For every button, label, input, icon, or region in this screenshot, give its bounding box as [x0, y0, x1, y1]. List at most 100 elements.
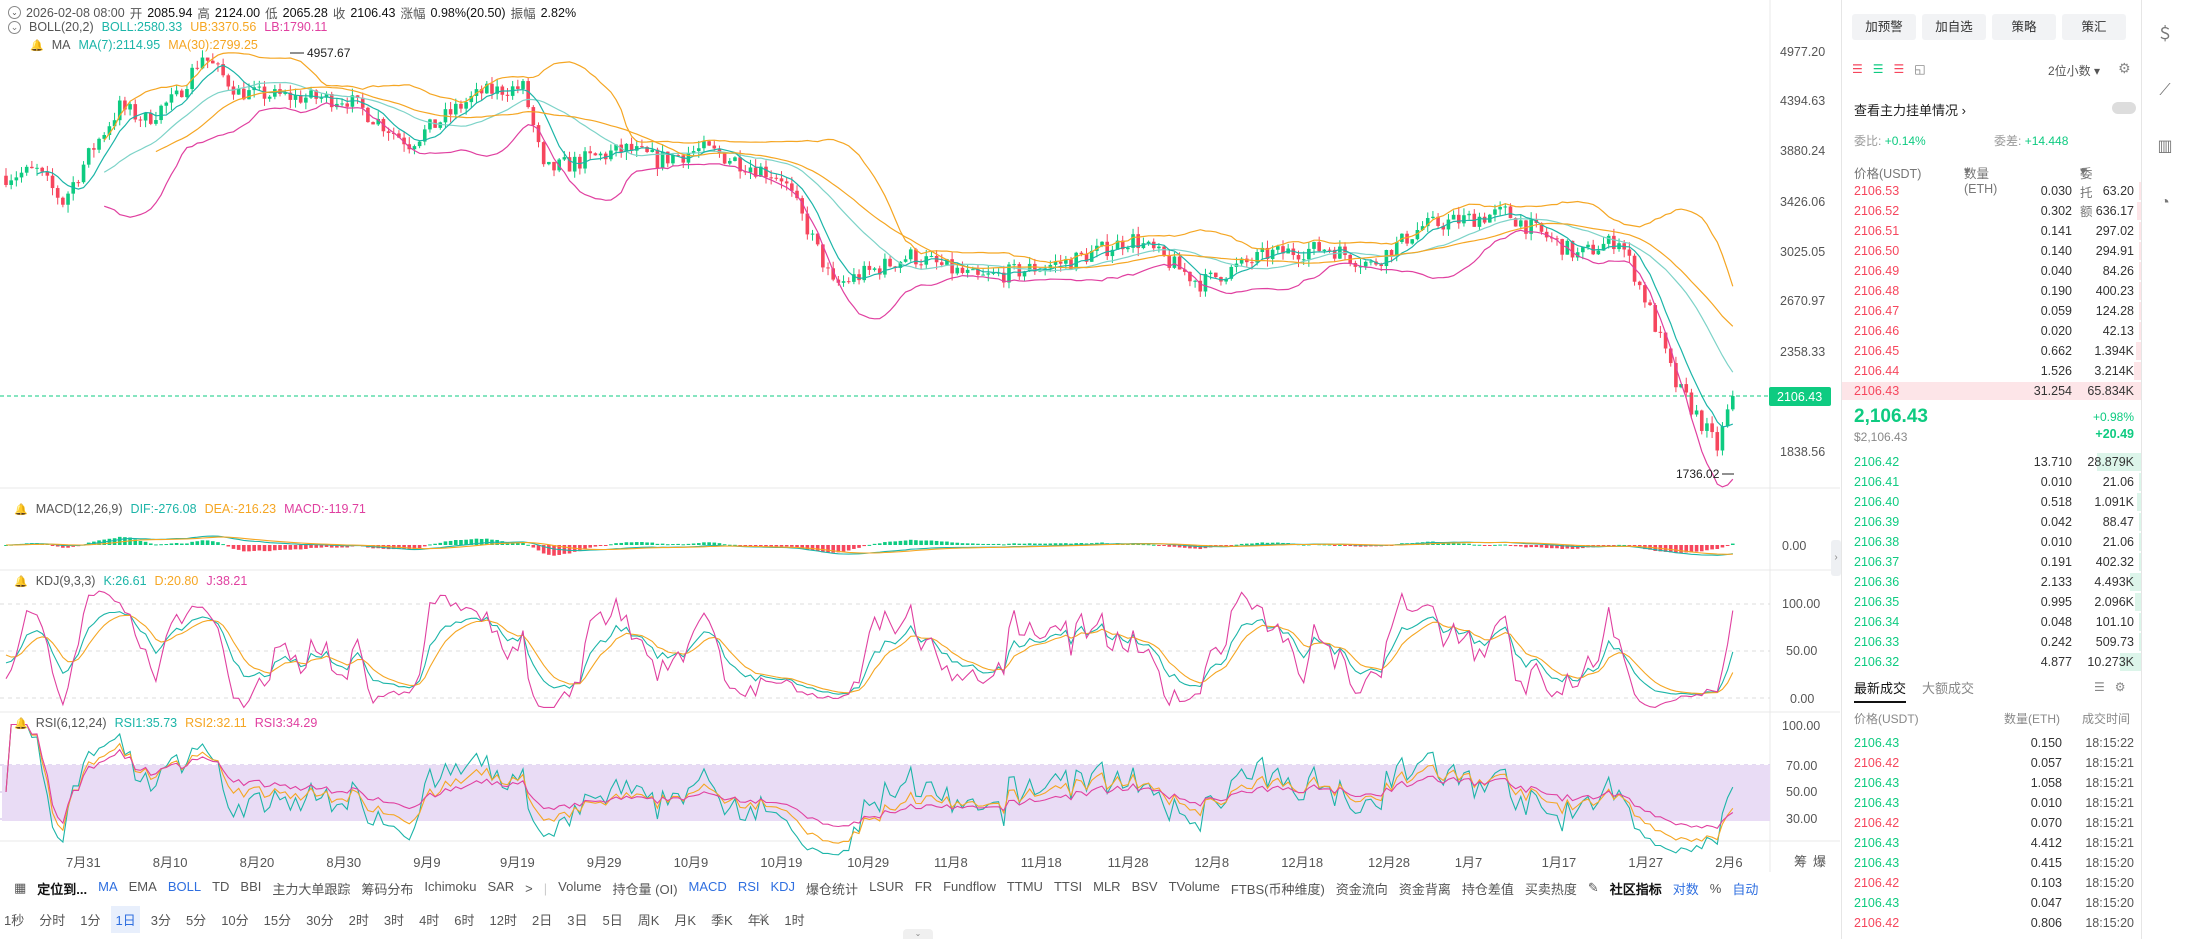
main-indicator-1[interactable]: EMA	[128, 878, 157, 894]
sub-indicator-10[interactable]: TTSI	[1053, 878, 1083, 894]
timeframe-3[interactable]: 1日	[111, 905, 140, 933]
bid-row[interactable]: 2106.41 0.010 21.06	[1842, 472, 2142, 492]
gear-icon[interactable]: ⚙	[2114, 680, 2126, 694]
bell-icon[interactable]: 🔔	[14, 575, 28, 588]
view-asks-icon[interactable]: ☰	[1893, 62, 1905, 76]
timeframe-8[interactable]: 30分	[306, 912, 334, 928]
auto-scale-toggle[interactable]: 自动	[1732, 881, 1759, 897]
sub-indicator-1[interactable]: 持仓量 (OI)	[612, 881, 678, 897]
timeframe-6[interactable]: 10分	[221, 912, 249, 928]
bell-icon[interactable]: 🔔	[30, 39, 44, 52]
sub-indicator-0[interactable]: Volume	[558, 878, 602, 894]
line-chart-icon[interactable]: ⟋	[2159, 82, 2171, 99]
collapse-toggle-icon[interactable]: ⌄	[8, 20, 21, 34]
main-indicator-7[interactable]: Ichimoku	[424, 878, 477, 894]
more-arrow-icon[interactable]: >	[525, 880, 533, 896]
timeframe-14[interactable]: 2日	[532, 912, 553, 928]
ask-row[interactable]: 2106.50 0.140 294.91	[1842, 241, 2142, 261]
sub-indicator-4[interactable]: KDJ	[770, 878, 796, 894]
edit-icon[interactable]: ✎	[1587, 880, 1599, 895]
rsi-name[interactable]: RSI(6,12,24)	[35, 716, 107, 730]
col-total[interactable]: 委托额 ▾	[2080, 164, 2093, 219]
strategy-hub-button[interactable]: 策汇	[2062, 14, 2126, 40]
speed-icon[interactable]: ◔	[2160, 194, 2170, 211]
sub-indicator-6[interactable]: LSUR	[869, 878, 904, 894]
chart-canvas[interactable]: 4977.20 4394.63 3880.24 3426.06 3025.05 …	[0, 0, 1840, 872]
timeframe-18[interactable]: 月K	[674, 912, 697, 928]
bid-row[interactable]: 2106.36 2.133 4.493K	[1842, 572, 2142, 592]
sub-indicator-2[interactable]: MACD	[688, 878, 727, 894]
boll-name[interactable]: BOLL(20,2)	[29, 20, 94, 34]
main-orders-link[interactable]: 查看主力挂单情况 ›	[1854, 103, 1966, 118]
sub-indicator-8[interactable]: Fundflow	[943, 878, 996, 894]
timeframe-7[interactable]: 15分	[263, 912, 292, 928]
main-indicator-0[interactable]: MA	[98, 878, 118, 894]
sub-indicator-17[interactable]: 持仓差值	[1461, 881, 1514, 897]
ask-row[interactable]: 2106.44 1.526 3.214K	[1842, 361, 2142, 381]
ma-name[interactable]: MA	[51, 38, 71, 52]
locate-icon[interactable]: ▦	[14, 880, 27, 895]
sub-indicator-9[interactable]: TTMU	[1006, 878, 1043, 894]
main-orders-toggle[interactable]	[2112, 102, 2136, 114]
timeframe-16[interactable]: 5日	[602, 912, 623, 928]
filter-icon[interactable]: ☰	[2094, 680, 2105, 694]
bell-icon[interactable]: 🔔	[14, 717, 28, 730]
view-both-icon[interactable]: ☰	[1852, 62, 1863, 76]
timeframe-1[interactable]: 分时	[39, 912, 66, 928]
timeframe-11[interactable]: 4时	[419, 912, 440, 928]
main-indicator-4[interactable]: BBI	[240, 878, 262, 894]
sub-indicator-13[interactable]: TVolume	[1168, 878, 1220, 894]
locate-button[interactable]: 定位到...	[37, 881, 88, 897]
close-icon[interactable]: ✕	[758, 910, 769, 925]
precision-select[interactable]: 2位小数 ▾	[2048, 64, 2101, 78]
sub-indicator-5[interactable]: 爆仓统计	[806, 881, 859, 897]
macd-name[interactable]: MACD(12,26,9)	[35, 502, 123, 516]
timeframe-19[interactable]: 季K	[711, 912, 733, 928]
bid-row[interactable]: 2106.37 0.191 402.32	[1842, 552, 2142, 572]
timeframe-10[interactable]: 3时	[383, 912, 405, 928]
timeframe-12[interactable]: 6时	[454, 912, 475, 928]
sub-indicator-18[interactable]: 买卖热度	[1524, 881, 1577, 897]
timeframe-2[interactable]: 1分	[80, 912, 101, 928]
timeframe-5[interactable]: 5分	[185, 912, 207, 928]
ask-row[interactable]: 2106.46 0.020 42.13	[1842, 321, 2142, 341]
sub-indicator-14[interactable]: FTBS(币种维度)	[1230, 881, 1325, 897]
ask-row[interactable]: 2106.45 0.662 1.394K	[1842, 341, 2142, 361]
sub-indicator-11[interactable]: MLR	[1093, 878, 1121, 894]
bid-row[interactable]: 2106.38 0.010 21.06	[1842, 532, 2142, 552]
main-indicator-8[interactable]: SAR	[487, 878, 515, 894]
ask-row[interactable]: 2106.49 0.040 84.26	[1842, 261, 2142, 281]
ask-row[interactable]: 2106.53 0.030 63.20	[1842, 181, 2142, 201]
main-indicator-5[interactable]: 主力大单跟踪	[272, 881, 351, 897]
bid-row[interactable]: 2106.40 0.518 1.091K	[1842, 492, 2142, 512]
bar-chart-icon[interactable]: ▥	[2157, 138, 2173, 155]
ask-row[interactable]: 2106.43 31.254 65.834K	[1842, 381, 2142, 401]
bid-row[interactable]: 2106.42 13.710 28.879K	[1842, 452, 2142, 472]
main-indicator-6[interactable]: 筹码分布	[361, 881, 414, 897]
sub-indicator-7[interactable]: FR	[914, 878, 933, 894]
percent-scale-toggle[interactable]: %	[1709, 880, 1722, 896]
bid-row[interactable]: 2106.35 0.995 2.096K	[1842, 592, 2142, 612]
panel-resize-handle[interactable]: ›	[1831, 540, 1841, 576]
ask-row[interactable]: 2106.48 0.190 400.23	[1842, 281, 2142, 301]
collapse-toggle-icon[interactable]: ⌄	[8, 6, 21, 19]
strategy-button[interactable]: 策略	[1992, 14, 2056, 40]
bell-icon[interactable]: 🔔	[14, 503, 28, 516]
sub-indicator-3[interactable]: RSI	[737, 878, 760, 894]
kdj-name[interactable]: KDJ(9,3,3)	[35, 574, 96, 588]
ask-row[interactable]: 2106.47 0.059 124.28	[1842, 301, 2142, 321]
timeframe-17[interactable]: 周K	[637, 912, 660, 928]
add-watchlist-button[interactable]: 加自选	[1922, 14, 1986, 40]
timeframe-20[interactable]: 年K	[747, 912, 770, 928]
main-indicator-2[interactable]: BOLL	[167, 878, 202, 894]
view-depth-icon[interactable]: ◱	[1914, 62, 1926, 76]
col-qty[interactable]: 数量 (ETH) ▾	[1964, 164, 1998, 196]
bid-row[interactable]: 2106.32 4.877 10.273K	[1842, 652, 2142, 672]
log-scale-toggle[interactable]: 对数	[1672, 881, 1699, 897]
ask-row[interactable]: 2106.51 0.141 297.02	[1842, 221, 2142, 241]
sub-indicator-16[interactable]: 资金背离	[1398, 881, 1451, 897]
sub-indicator-15[interactable]: 资金流向	[1335, 881, 1388, 897]
collapse-bottom-tab[interactable]: ⌄	[903, 929, 933, 939]
timeframe-9[interactable]: 2时	[348, 912, 369, 928]
sub-indicator-12[interactable]: BSV	[1131, 878, 1158, 894]
